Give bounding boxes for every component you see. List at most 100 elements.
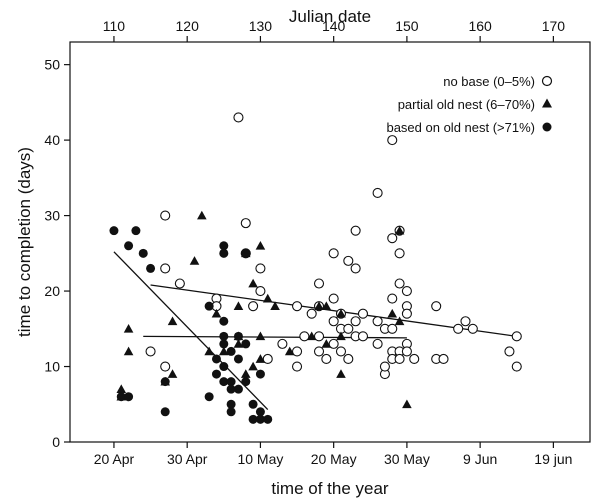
point-based-on-old-nest <box>248 399 258 409</box>
point-no-base <box>277 338 288 349</box>
top-tick-label: 110 <box>103 18 126 34</box>
point-based-on-old-nest <box>219 248 229 258</box>
y-tick-label: 50 <box>44 57 60 73</box>
point-no-base <box>262 353 273 365</box>
point-partial-old-nest <box>402 399 412 409</box>
point-based-on-old-nest <box>219 241 229 251</box>
point-based-on-old-nest <box>131 226 141 236</box>
point-partial-old-nest <box>394 316 405 326</box>
point-based-on-old-nest <box>124 241 134 251</box>
point-based-on-old-nest <box>255 414 265 424</box>
point-no-base <box>160 361 171 372</box>
y-tick-label: 10 <box>44 359 60 375</box>
x-tick-label: 9 Jun <box>463 451 497 467</box>
point-no-base <box>387 323 398 334</box>
point-no-base <box>350 316 361 327</box>
point-based-on-old-nest <box>146 263 156 273</box>
point-no-base <box>240 218 251 229</box>
top-tick-label: 160 <box>468 18 492 34</box>
x-tick-label: 20 Apr <box>94 451 135 467</box>
point-no-base <box>343 323 354 334</box>
point-no-base <box>438 353 449 365</box>
point-no-base <box>233 112 244 123</box>
point-based-on-old-nest <box>219 331 229 341</box>
point-no-base <box>350 225 361 236</box>
point-no-base <box>313 331 325 342</box>
point-no-base <box>328 293 339 304</box>
point-no-base <box>328 316 339 327</box>
point-partial-old-nest <box>336 308 346 318</box>
point-based-on-old-nest <box>219 377 229 387</box>
point-partial-old-nest <box>123 323 134 333</box>
point-based-on-old-nest <box>233 331 243 341</box>
point-no-base <box>328 248 339 259</box>
point-no-base <box>372 338 383 349</box>
point-based-on-old-nest <box>219 316 229 326</box>
y-axis-label: time to completion (days) <box>15 147 34 337</box>
point-no-base <box>387 135 398 146</box>
point-no-base <box>409 353 420 365</box>
point-no-base <box>335 346 347 357</box>
point-partial-old-nest <box>255 354 266 363</box>
top-tick-label: 120 <box>176 18 200 34</box>
point-no-base <box>291 361 303 372</box>
point-no-base <box>313 346 325 357</box>
point-partial-old-nest <box>240 369 251 378</box>
point-partial-old-nest <box>233 301 244 310</box>
point-partial-old-nest <box>116 384 127 394</box>
point-no-base <box>453 323 464 334</box>
point-based-on-old-nest <box>138 248 148 258</box>
point-no-base <box>145 346 156 357</box>
legend: no base (0–5%) partial old nest (6–70%) … <box>386 74 553 135</box>
point-based-on-old-nest <box>124 392 134 402</box>
point-no-base <box>343 255 354 266</box>
point-no-base <box>306 308 317 319</box>
point-partial-old-nest <box>321 301 332 310</box>
point-no-base <box>379 361 390 372</box>
point-no-base <box>160 263 171 274</box>
top-tick-label: 140 <box>322 18 346 34</box>
point-based-on-old-nest <box>226 377 236 387</box>
point-no-base <box>160 210 171 221</box>
point-based-on-old-nest <box>226 384 236 394</box>
point-no-base <box>255 286 266 297</box>
point-based-on-old-nest <box>204 392 214 402</box>
data-points <box>109 112 522 424</box>
point-partial-old-nest <box>255 331 266 341</box>
top-tick-label: 170 <box>542 18 566 34</box>
point-no-base <box>467 323 478 334</box>
point-based-on-old-nest <box>226 399 236 409</box>
point-no-base <box>248 301 259 312</box>
point-no-base <box>343 353 354 365</box>
plot-frame <box>69 41 591 443</box>
point-partial-old-nest <box>314 301 324 310</box>
x-tick-label: 30 May <box>384 451 430 467</box>
top-axis-label: Julian date <box>289 7 371 26</box>
point-based-on-old-nest <box>255 407 265 417</box>
point-based-on-old-nest <box>255 369 265 379</box>
point-partial-old-nest <box>321 339 332 348</box>
point-partial-old-nest <box>204 346 214 356</box>
point-partial-old-nest <box>248 278 258 288</box>
point-partial-old-nest <box>219 346 229 356</box>
bottom-axis-ticks: 20 Apr 30 Apr 10 May 20 May 30 May 9 Jun 19 ju… <box>94 442 572 467</box>
y-tick-label: 20 <box>44 283 60 299</box>
point-no-base <box>328 338 339 349</box>
point-based-on-old-nest <box>160 407 170 417</box>
x-tick-label: 19 jun <box>534 451 572 467</box>
point-no-base <box>511 331 522 342</box>
point-partial-old-nest <box>262 293 273 303</box>
legend-label-no-base: no base (0–5%) <box>443 74 535 89</box>
point-no-base <box>401 308 412 319</box>
point-no-base <box>394 248 405 259</box>
point-no-base <box>321 353 332 365</box>
point-based-on-old-nest <box>204 301 214 311</box>
legend-marker-filled-circle <box>542 122 552 132</box>
point-no-base <box>401 286 412 297</box>
x-tick-label: 10 May <box>237 451 283 467</box>
point-no-base <box>431 301 442 312</box>
x-tick-label: 20 May <box>311 451 357 467</box>
point-no-base <box>291 346 303 357</box>
legend-label-based-on-old-nest: based on old nest (>71%) <box>386 120 535 135</box>
legend-label-partial-old-nest: partial old nest (6–70%) <box>398 97 535 112</box>
